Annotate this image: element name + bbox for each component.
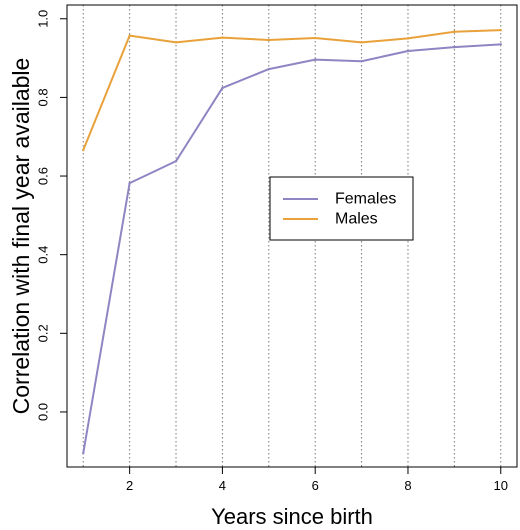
x-axis: 2 4 6 8 10 — [126, 467, 508, 493]
y-tick-label: 1.0 — [36, 10, 51, 28]
data-point-females — [360, 60, 363, 63]
x-tick-label: 8 — [404, 478, 411, 493]
legend-label-males: Males — [335, 211, 378, 228]
x-tick-label: 2 — [126, 478, 133, 493]
y-axis-title: Correlation with final year available — [8, 58, 34, 415]
series-layer — [82, 28, 502, 455]
y-tick-label: 0.0 — [36, 403, 51, 421]
data-point-females — [406, 49, 410, 53]
plot-frame — [66, 4, 518, 468]
y-tick-label: 0.6 — [36, 167, 51, 185]
legend-box — [269, 176, 414, 241]
x-tick-label: 4 — [219, 478, 226, 493]
data-point-females — [499, 43, 502, 46]
data-point-males — [128, 34, 131, 37]
data-point-females — [82, 452, 85, 455]
x-tick-label: 10 — [494, 478, 508, 493]
data-point-females — [174, 159, 178, 163]
data-point-males — [406, 37, 410, 40]
data-point-females — [453, 45, 456, 49]
data-point-females — [267, 67, 271, 71]
y-tick-label: 0.4 — [36, 246, 51, 264]
data-point-females — [221, 86, 224, 90]
y-tick-label: 0.8 — [36, 88, 51, 106]
data-point-males — [453, 30, 456, 33]
x-axis-title: Years since birth — [211, 504, 373, 529]
data-point-females — [313, 58, 317, 61]
legend: Females Males — [269, 176, 414, 241]
data-point-males — [174, 41, 178, 44]
data-point-males — [499, 28, 502, 32]
data-point-males — [360, 41, 363, 44]
data-point-males — [82, 148, 85, 152]
data-point-males — [221, 36, 224, 39]
x-tick-label: 6 — [312, 478, 319, 493]
y-tick-label: 0.2 — [36, 324, 51, 342]
series-line-males — [82, 29, 501, 151]
data-point-males — [313, 36, 317, 40]
legend-label-females: Females — [335, 191, 396, 208]
y-axis: 0.0 0.2 0.4 0.6 0.8 1.0 — [36, 10, 67, 421]
series-line-females — [82, 43, 501, 454]
data-point-males — [267, 38, 271, 42]
data-point-females — [128, 181, 131, 185]
grid-layer — [82, 5, 502, 467]
